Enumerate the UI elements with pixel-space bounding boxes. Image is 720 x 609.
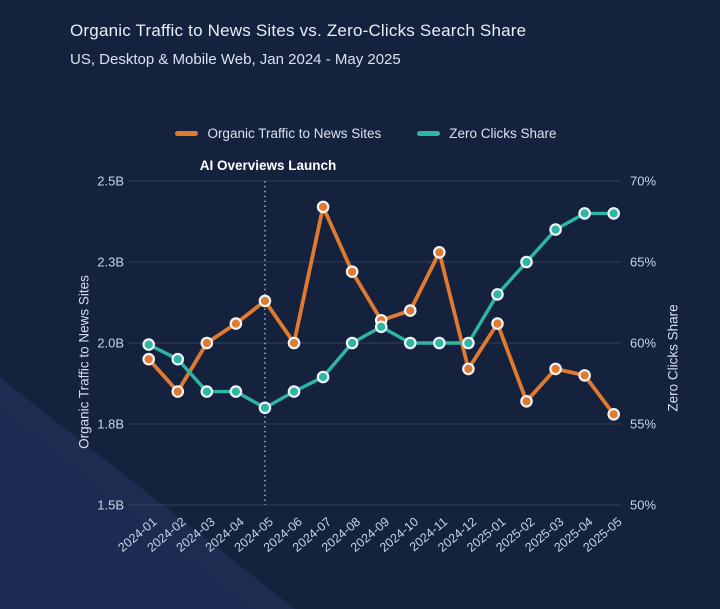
data-point-zero-clicks[interactable] — [433, 336, 446, 350]
annotation-ai-overviews-launch: AI Overviews Launch — [199, 158, 337, 173]
data-point-zero-clicks[interactable] — [549, 223, 562, 236]
data-point-zero-clicks[interactable] — [345, 336, 359, 350]
data-point-organic-traffic[interactable] — [462, 362, 475, 376]
data-point-organic-traffic[interactable] — [520, 394, 533, 408]
data-point-organic-traffic[interactable] — [433, 246, 446, 259]
legend: Organic Traffic to News Sites Zero Click… — [110, 126, 622, 141]
data-point-zero-clicks[interactable] — [491, 288, 504, 301]
data-point-zero-clicks[interactable] — [258, 401, 272, 415]
left-axis-tick-label: 2.3B — [97, 255, 124, 270]
data-point-organic-traffic[interactable] — [258, 294, 272, 308]
legend-swatch-organic-icon — [175, 131, 199, 136]
data-point-organic-traffic[interactable] — [142, 352, 155, 366]
right-axis-tick-label: 60% — [630, 336, 656, 351]
data-point-zero-clicks[interactable] — [462, 336, 475, 350]
data-point-organic-traffic[interactable] — [287, 336, 301, 350]
data-point-organic-traffic[interactable] — [403, 304, 417, 317]
data-point-zero-clicks[interactable] — [316, 370, 330, 384]
left-axis-tick-label: 2.0B — [97, 336, 124, 351]
legend-item-organic-traffic[interactable]: Organic Traffic to News Sites — [175, 126, 381, 141]
legend-swatch-zero-clicks-icon — [417, 131, 441, 136]
data-point-zero-clicks[interactable] — [287, 385, 301, 398]
legend-label-organic: Organic Traffic to News Sites — [207, 126, 382, 141]
right-axis-tick-label: 70% — [630, 174, 656, 189]
left-axis-tick-label: 2.5B — [97, 174, 124, 189]
left-axis-tick-label: 1.8B — [97, 417, 124, 432]
legend-item-zero-clicks[interactable]: Zero Clicks Share — [417, 126, 557, 141]
data-point-organic-traffic[interactable] — [316, 200, 330, 214]
data-point-zero-clicks[interactable] — [403, 336, 417, 350]
right-axis-tick-label: 65% — [630, 255, 656, 270]
chart-title: Organic Traffic to News Sites vs. Zero-C… — [70, 21, 527, 40]
data-point-organic-traffic[interactable] — [171, 385, 185, 398]
right-axis-tick-label: 50% — [630, 498, 656, 513]
data-point-zero-clicks[interactable] — [374, 320, 388, 334]
data-point-organic-traffic[interactable] — [578, 369, 591, 382]
data-point-organic-traffic[interactable] — [491, 317, 504, 330]
chart-subtitle: US, Desktop & Mobile Web, Jan 2024 - May… — [70, 51, 401, 68]
data-point-zero-clicks[interactable] — [520, 255, 533, 269]
left-axis-tick-label: 1.5B — [97, 498, 124, 513]
data-point-zero-clicks[interactable] — [171, 352, 185, 366]
right-axis-tick-label: 55% — [630, 417, 656, 432]
data-point-zero-clicks[interactable] — [229, 385, 243, 398]
data-point-organic-traffic[interactable] — [345, 265, 359, 278]
data-point-zero-clicks[interactable] — [578, 207, 591, 220]
legend-label-zero-clicks: Zero Clicks Share — [449, 126, 557, 141]
series-line-organic-traffic[interactable] — [146, 204, 616, 417]
data-point-zero-clicks[interactable] — [607, 207, 620, 220]
data-point-organic-traffic[interactable] — [607, 407, 620, 421]
data-point-organic-traffic[interactable] — [229, 317, 243, 330]
data-point-organic-traffic[interactable] — [549, 362, 562, 376]
data-point-zero-clicks[interactable] — [200, 385, 214, 398]
series-line-zero-clicks[interactable] — [146, 211, 616, 410]
data-point-organic-traffic[interactable] — [200, 336, 214, 350]
data-point-zero-clicks[interactable] — [142, 338, 155, 351]
